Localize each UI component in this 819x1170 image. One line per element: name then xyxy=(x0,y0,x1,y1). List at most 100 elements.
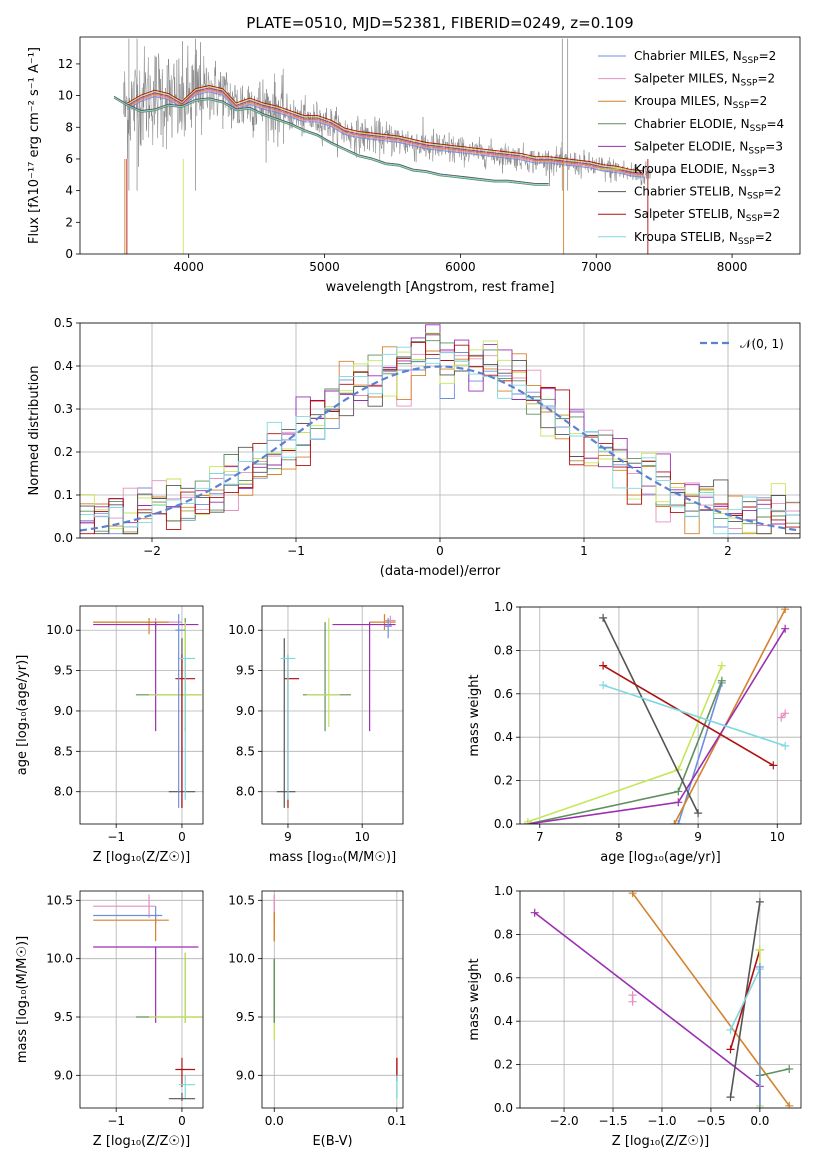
y-tick-label: 9.0 xyxy=(236,704,255,718)
legend-subscript: SSP xyxy=(741,79,758,89)
y-tick-label: 0.6 xyxy=(494,971,513,985)
extinction-mass-panel: 0.0 0.1 9.0 9.5 10.0 10.5 E(B-V) xyxy=(228,890,406,1149)
metallicity-age-panel: −1 0 8.0 8.5 9.0 9.5 10.0 Z [log₁₀(Z/Z☉)] age [l… xyxy=(15,605,204,865)
legend-subscript: SSP xyxy=(750,124,767,134)
age-weight-panel: 7 8 9 10 0.0 0.2 0.4 0.6 0.8 1.0 age [log₁₀(age/yr… xyxy=(467,600,802,865)
plus-marker xyxy=(726,1045,735,1054)
legend-entry: Chabrier MILES, NSSP=2 xyxy=(634,49,776,66)
y-tick-label: 8.0 xyxy=(236,785,255,799)
y-tick-label: 0.8 xyxy=(494,643,513,657)
x-tick-label: −1 xyxy=(287,544,305,558)
y-tick-label: 0.2 xyxy=(54,445,73,459)
y-tick-label: 8.0 xyxy=(54,785,73,799)
weight-line xyxy=(780,712,786,719)
y-tick-label: 10.0 xyxy=(228,952,255,966)
x-axis-label: (data-model)/error xyxy=(380,564,501,579)
plus-marker xyxy=(755,897,764,906)
x-tick-label: 0.0 xyxy=(750,1114,769,1128)
y-tick-label: 9.0 xyxy=(54,704,73,718)
y-tick-label: 0.4 xyxy=(494,1014,513,1028)
legend-label: Chabrier ELODIE, N xyxy=(634,117,750,131)
legend-subscript: SSP xyxy=(738,237,755,247)
plus-marker xyxy=(694,809,703,818)
legend-label: Salpeter MILES, N xyxy=(634,72,741,86)
weight-line xyxy=(673,608,786,824)
plus-marker xyxy=(530,908,539,917)
x-tick-label: −1 xyxy=(107,830,125,844)
model-fit-line xyxy=(127,86,644,173)
axes-frame xyxy=(79,890,204,1109)
x-axis-label: Z [log₁₀(Z/Z☉)] xyxy=(93,1134,190,1149)
weight-line xyxy=(602,617,699,814)
x-axis-label: age [log₁₀(age/yr)] xyxy=(600,850,721,865)
x-axis-label: mass [log₁₀(M/M☉)] xyxy=(269,850,396,865)
x-tick-label: 10 xyxy=(770,830,785,844)
y-tick-label: 8.5 xyxy=(54,744,73,758)
x-tick-label: −2.0 xyxy=(549,1114,578,1128)
grid-lines xyxy=(262,606,403,824)
legend-entry: Salpeter ELODIE, NSSP=3 xyxy=(634,139,783,156)
x-tick-label: 0 xyxy=(436,544,444,558)
figure-title: PLATE=0510, MJD=52381, FIBERID=0249, z=0… xyxy=(246,14,633,32)
legend-entry: Chabrier ELODIE, NSSP=4 xyxy=(634,117,784,134)
plus-marker xyxy=(781,624,790,633)
plot-area xyxy=(523,607,790,824)
legend-label: Chabrier STELIB, N xyxy=(634,185,747,199)
legend-subscript: SSP xyxy=(747,192,764,202)
plus-marker xyxy=(755,1104,764,1108)
y-tick-label: 0 xyxy=(65,247,73,261)
metallicity-mass-panel: −1 0 9.0 9.5 10.0 10.5 Z [log₁₀(Z/Z☉)] mass [lo… xyxy=(15,890,204,1149)
y-tick-label: 0.5 xyxy=(54,316,73,330)
plus-marker xyxy=(717,676,726,685)
weight-line xyxy=(527,665,723,823)
weight-line xyxy=(729,968,761,1031)
legend-label: Salpeter STELIB, N xyxy=(634,207,746,221)
y-tick-label: 10.5 xyxy=(46,893,73,907)
y-axis-label: mass weight xyxy=(467,674,482,756)
legend-subscript: SSP xyxy=(746,214,763,224)
x-tick-label: 6000 xyxy=(445,260,476,274)
y-axis-label: Normed distribution xyxy=(27,366,42,496)
legend-subscript: SSP xyxy=(733,101,750,111)
plot-area xyxy=(80,324,800,535)
y-tick-label: 0.6 xyxy=(494,687,513,701)
x-axis-label: wavelength [Angstrom, rest frame] xyxy=(326,280,555,295)
y-axis-label: mass [log₁₀(M/M☉)] xyxy=(15,936,30,1063)
y-axis-label: Flux [fλ10⁻¹⁷ erg cm⁻² s⁻¹ A⁻¹] xyxy=(27,47,42,244)
y-tick-label: 8.5 xyxy=(236,744,255,758)
legend-subscript: SSP xyxy=(748,146,765,156)
model-fit-line xyxy=(127,88,644,176)
plot-area xyxy=(276,614,396,808)
x-tick-label: 7 xyxy=(536,830,544,844)
y-axis-label: age [log₁₀(age/yr)] xyxy=(15,655,30,776)
weight-line xyxy=(631,892,790,1107)
axes-frame xyxy=(519,606,802,825)
plus-marker xyxy=(670,820,679,824)
x-tick-label: 1 xyxy=(580,544,588,558)
legend-entry: Chabrier STELIB, NSSP=2 xyxy=(634,185,782,202)
y-tick-label: 10.0 xyxy=(46,623,73,637)
plus-marker xyxy=(781,607,790,614)
x-axis-label: Z [log₁₀(Z/Z☉)] xyxy=(612,1134,709,1149)
y-tick-label: 10.0 xyxy=(46,952,73,966)
mass-age-panel: 9 10 8.0 8.5 9.0 9.5 10.0 mass [log₁₀(M/M☉)] xyxy=(228,605,404,865)
model-fit-line xyxy=(127,90,644,177)
x-tick-label: 8 xyxy=(615,830,623,844)
legend-label: Kroupa STELIB, N xyxy=(634,230,738,244)
legend-suffix: =4 xyxy=(766,117,784,131)
y-tick-label: 10 xyxy=(58,89,73,103)
legend-entry: 𝒩(0, 1) xyxy=(740,337,784,351)
residual-histogram-panel: −2 −1 0 1 2 0.0 0.1 0.2 0.3 0.4 0.5 (data-model)/er… xyxy=(27,316,801,579)
legend-suffix: =3 xyxy=(765,139,783,153)
plus-marker xyxy=(599,661,608,670)
plot-area xyxy=(530,891,794,1108)
legend-entry: Kroupa MILES, NSSP=2 xyxy=(634,94,767,111)
x-axis-label: Z [log₁₀(Z/Z☉)] xyxy=(93,850,190,865)
x-tick-label: 0.1 xyxy=(387,1114,406,1128)
x-tick-label: −1.5 xyxy=(598,1114,627,1128)
grid-lines xyxy=(80,891,203,1108)
y-axis-label: mass weight xyxy=(467,958,482,1040)
legend-suffix: =2 xyxy=(763,207,781,221)
y-tick-label: 0.4 xyxy=(54,359,73,373)
y-tick-label: 10.0 xyxy=(228,623,255,637)
